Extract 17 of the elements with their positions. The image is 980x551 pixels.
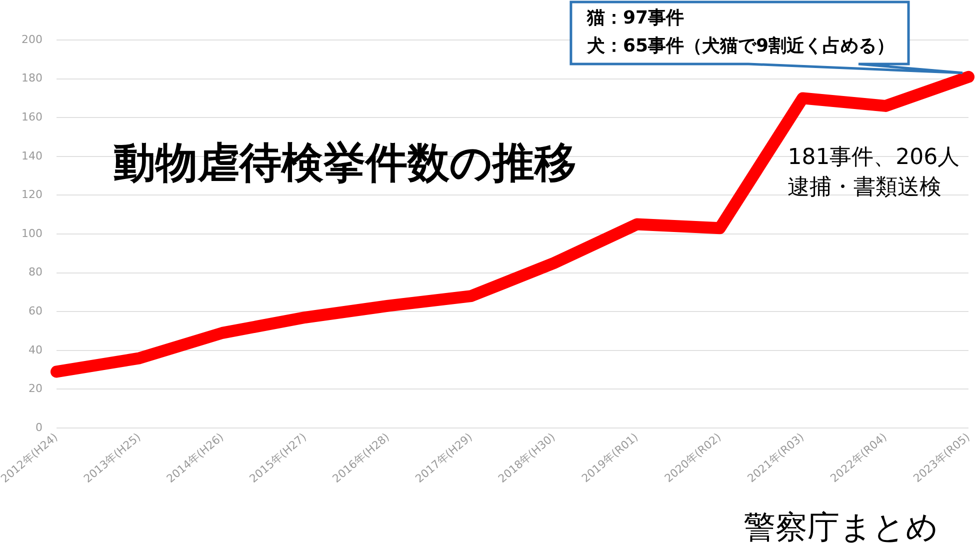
text: 警察庁まとめ: [744, 508, 939, 546]
y-tick-label: 200: [22, 32, 43, 46]
y-tick-label: 100: [22, 226, 43, 240]
y-tick-label: 160: [22, 110, 43, 124]
text: 動物虐待検挙件数の推移: [114, 138, 577, 188]
annotation: 181事件、206人: [788, 145, 960, 170]
y-tick-label: 20: [28, 382, 43, 396]
y-tick-label: 40: [28, 343, 43, 356]
y-tick-label: 0: [36, 420, 43, 434]
y-tick-label: 60: [28, 304, 43, 318]
y-tick-label: 120: [22, 188, 43, 202]
text: 猫：97事件: [586, 8, 684, 29]
y-tick-label: 180: [22, 72, 43, 85]
annotation: 犬：65事件（犬猫で9割近く占める）: [586, 36, 895, 57]
y-tick-label: 140: [22, 149, 43, 162]
y-tick-label: 80: [28, 266, 43, 279]
annotation: 逮捕・書類送検: [788, 175, 942, 200]
